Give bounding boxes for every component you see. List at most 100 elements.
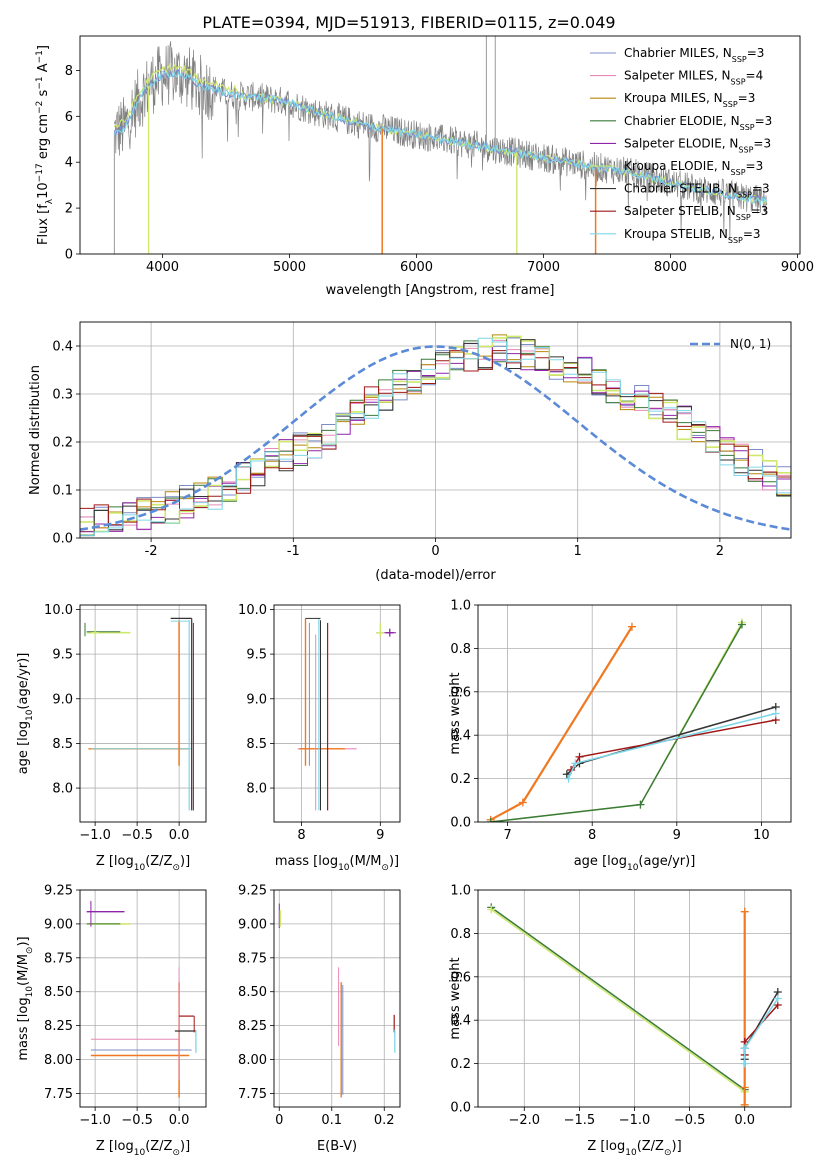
histogram-step <box>80 343 791 533</box>
y-tick-label: 8.0 <box>246 782 267 797</box>
legend-text: Chabrier MILES, N <box>624 46 732 60</box>
label-part: (age/yr)] <box>638 854 695 869</box>
label-part: )] <box>389 854 399 869</box>
panel-mass_vs_ebv: 0 0.1 0.2 7.75 8.00 8.25 8.50 8.75 9.00 9.25 <box>238 884 401 1128</box>
label-part: Z [log <box>96 854 134 869</box>
model-spectrum <box>113 69 767 206</box>
spectrum-ylabel: Flux [fλ10−17 erg cm−2 s−1 A−1] <box>35 45 55 245</box>
gaussian-curve <box>80 345 791 531</box>
y-tick-label: 7.75 <box>238 1087 267 1102</box>
histogram-step <box>80 335 791 533</box>
y-tick-label: 0.4 <box>450 729 471 744</box>
y-tick-label: 4 <box>65 156 73 171</box>
y-tick-label: 9.0 <box>52 692 73 707</box>
label-part: 10 <box>134 1148 146 1158</box>
weight-Z-ylabel: mass weight <box>448 957 463 1039</box>
y-tick-label: 9.25 <box>238 884 267 899</box>
y-tick-label: 8.75 <box>44 951 73 966</box>
legend-sub: SSP <box>738 145 753 154</box>
axes-frame <box>79 321 792 539</box>
label-part: Z [log <box>587 1139 625 1154</box>
legend-label: Chabrier ELODIE, NSSP=3 <box>624 114 772 132</box>
label-part: ⊙ <box>381 863 389 873</box>
residuals-ylabel: Normed distribution <box>28 365 43 495</box>
mass-Z-xlabel: Z [log10(Z/Z⊙)] <box>96 1139 190 1158</box>
y-tick-label: 8 <box>65 64 73 79</box>
weight-marker <box>627 622 636 631</box>
label-part: Flux [f <box>36 204 51 245</box>
data-marker <box>376 628 385 637</box>
y-tick-label: 0.0 <box>450 1101 471 1116</box>
legend-suffix: =3 <box>753 136 771 150</box>
x-tick-label: 8 <box>297 828 305 843</box>
y-tick-label: 8.00 <box>44 1053 73 1068</box>
age-Z-xlabel: Z [log10(Z/Z⊙)] <box>96 854 190 873</box>
label-part: λ <box>45 198 55 204</box>
y-tick-label: 10.0 <box>44 603 73 618</box>
label-part: s <box>36 89 51 100</box>
y-tick-label: 8.25 <box>44 1019 73 1034</box>
x-tick-label: −1.0 <box>79 1113 111 1128</box>
figure-title: PLATE=0394, MJD=51913, FIBERID=0115, z=0… <box>202 13 615 32</box>
legend-sub: SSP <box>736 213 751 222</box>
label-part: (Z/Z <box>637 1139 664 1154</box>
weight-marker <box>571 759 580 768</box>
plot-area <box>274 605 400 822</box>
x-tick-label: 2 <box>716 544 724 559</box>
x-tick-label: -2 <box>145 544 158 559</box>
y-tick-label: 8.75 <box>238 951 267 966</box>
residuals-xlabel: (data-model)/error <box>375 568 496 583</box>
legend-label: Chabrier MILES, NSSP=3 <box>624 46 764 64</box>
axes-frame <box>273 604 401 823</box>
x-tick-label: 4000 <box>146 260 179 275</box>
y-tick-label: 0.8 <box>450 642 471 657</box>
y-tick-label: 1.0 <box>450 599 471 614</box>
x-tick-label: 9000 <box>781 260 814 275</box>
axes-frame <box>477 889 792 1108</box>
x-tick-label: -1 <box>287 544 300 559</box>
y-tick-label: 0 <box>65 248 73 263</box>
x-tick-label: 7000 <box>527 260 560 275</box>
weight-age-xlabel: age [log10(age/yr)] <box>574 854 696 873</box>
plot-area <box>274 890 400 1107</box>
legend-label: Salpeter STELIB, NSSP=3 <box>624 204 768 222</box>
y-tick-label: 0.2 <box>450 1057 471 1072</box>
y-tick-label: 0.1 <box>52 484 73 499</box>
panel-age_vs_Z: −1.0 −0.5 0.0 8.0 8.5 9.0 9.5 10.0 <box>44 603 207 843</box>
data-marker <box>91 628 100 637</box>
y-tick-label: 0.4 <box>450 1014 471 1029</box>
label-part: age [log <box>16 721 31 774</box>
weight-marker <box>737 620 746 629</box>
y-tick-label: 8.5 <box>52 737 73 752</box>
label-part: Z [log <box>96 1139 134 1154</box>
axes-frame <box>79 604 207 823</box>
weight-line <box>743 991 779 1060</box>
x-tick-label: 6000 <box>400 260 433 275</box>
x-tick-label: 0.1 <box>321 1113 342 1128</box>
panel-weight_vs_Z: −2.0 −1.5 −1.0 −0.5 0.0 0.0 0.2 0.4 0.6 0.8 1.0 <box>450 884 792 1128</box>
label-part: −1 <box>35 50 45 63</box>
x-tick-label: 1 <box>574 544 582 559</box>
legend-text: Chabrier STELIB, N <box>624 182 737 196</box>
label-part: (age/yr)] <box>16 653 31 710</box>
weight-marker <box>636 800 645 809</box>
legend-label: Salpeter ELODIE, NSSP=3 <box>624 136 771 154</box>
y-tick-label: 10.0 <box>238 603 267 618</box>
x-tick-label: 0 <box>275 1113 283 1128</box>
legend-label: Kroupa ELODIE, NSSP=3 <box>624 159 763 177</box>
legend-suffix: =3 <box>751 204 769 218</box>
label-part: )] <box>16 936 31 946</box>
x-tick-label: −0.5 <box>121 828 153 843</box>
x-tick-label: −1.0 <box>619 1113 651 1128</box>
weight-marker <box>740 1044 749 1053</box>
label-part: −2 <box>35 101 45 114</box>
plot-area <box>478 890 791 1107</box>
axes-frame <box>477 604 792 823</box>
label-part: (Z/Z <box>145 1139 172 1154</box>
plot-area <box>80 890 206 1107</box>
label-part: ⊙ <box>664 1148 672 1158</box>
label-part: (M/M <box>16 954 31 986</box>
label-part: 10 <box>627 863 639 873</box>
legend-sub: SSP <box>740 122 755 131</box>
